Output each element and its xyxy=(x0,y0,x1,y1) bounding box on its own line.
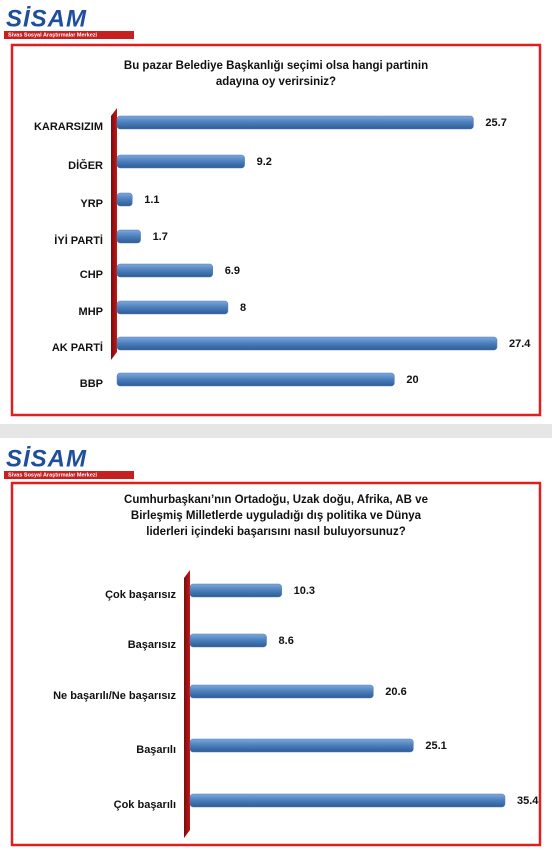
separator xyxy=(0,424,552,438)
value-label: 35.4 xyxy=(517,795,539,807)
category-label: Başarısız xyxy=(128,639,177,651)
axis-wall xyxy=(184,570,190,838)
value-label: 8 xyxy=(240,302,246,314)
bar xyxy=(116,154,245,169)
category-label: AK PARTİ xyxy=(52,341,103,354)
category-label: MHP xyxy=(79,306,103,318)
value-label: 20.6 xyxy=(385,686,406,698)
value-label: 20 xyxy=(406,374,418,386)
logo-subtitle: Sivas Sosyal Araştırmalar Merkezi xyxy=(8,32,98,38)
value-label: 1.1 xyxy=(144,194,159,206)
bar xyxy=(189,738,414,753)
bar xyxy=(116,263,213,278)
category-label: DİĞER xyxy=(68,159,103,172)
axis-wall xyxy=(111,108,117,360)
value-label: 25.7 xyxy=(485,117,506,129)
chart-frame xyxy=(10,481,542,847)
value-label: 9.2 xyxy=(257,156,272,168)
bar xyxy=(116,372,395,387)
value-label: 25.1 xyxy=(425,740,446,752)
chart-frame xyxy=(10,43,542,417)
bar xyxy=(189,633,267,648)
bar xyxy=(189,684,374,699)
bar xyxy=(116,192,133,207)
category-label: BBP xyxy=(80,378,103,390)
value-label: 27.4 xyxy=(509,338,531,350)
category-label: İYİ PARTİ xyxy=(54,234,103,247)
chart-title: Bu pazar Belediye Başkanlığı seçimi olsa… xyxy=(124,60,428,88)
category-label: KARARSIZIM xyxy=(34,121,103,133)
category-label: Çok başarılı xyxy=(114,799,176,811)
logo-name: SİSAM xyxy=(6,445,87,472)
logo-band xyxy=(4,471,134,479)
category-label: CHP xyxy=(80,269,103,281)
value-label: 6.9 xyxy=(225,265,240,277)
bar xyxy=(116,229,141,244)
bar xyxy=(189,583,282,598)
logo-subtitle: Sivas Sosyal Araştırmalar Merkezi xyxy=(8,472,98,478)
chart-title: Cumhurbaşkanı’nın Ortadoğu, Uzak doğu, A… xyxy=(124,494,428,538)
value-label: 10.3 xyxy=(294,585,315,597)
logo-name: SİSAM xyxy=(6,5,87,32)
category-label: Ne başarılı/Ne başarısız xyxy=(53,690,176,702)
bar xyxy=(116,336,498,351)
bar xyxy=(189,793,506,808)
category-label: Çok başarısız xyxy=(105,589,176,601)
logo-band xyxy=(4,31,134,39)
value-label: 1.7 xyxy=(153,231,168,243)
bar xyxy=(116,115,474,130)
category-label: YRP xyxy=(80,198,103,210)
value-label: 8.6 xyxy=(279,635,294,647)
category-label: Başarılı xyxy=(136,744,176,756)
bar xyxy=(116,300,229,315)
